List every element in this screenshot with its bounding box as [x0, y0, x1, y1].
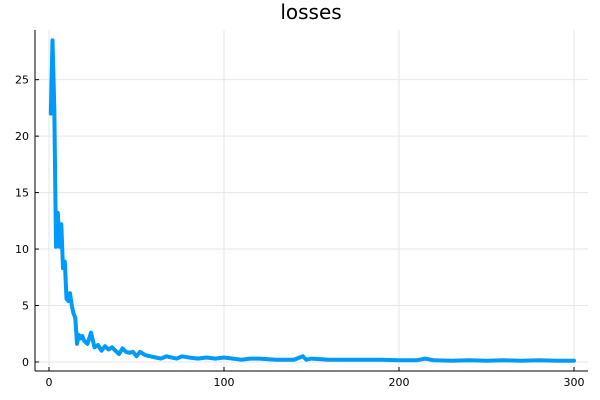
- axes: 0 100 200 300 0 5 10 15 20 25: [15, 30, 588, 389]
- y-tick-label-4: 20: [15, 130, 29, 143]
- chart-title: losses: [280, 0, 341, 24]
- x-tick-label-2: 200: [389, 376, 410, 389]
- y-tick-label-5: 25: [15, 74, 29, 87]
- x-tick-label-3: 300: [564, 376, 585, 389]
- x-tick-label-0: 0: [46, 376, 53, 389]
- grid: [35, 30, 588, 371]
- y-tick-label-1: 5: [22, 300, 29, 313]
- series-line-0: [48, 38, 576, 363]
- series-layer: [48, 38, 576, 363]
- x-tick-label-1: 100: [214, 376, 235, 389]
- y-tick-label-2: 10: [15, 243, 29, 256]
- y-tick-label-0: 0: [22, 356, 29, 369]
- y-tick-label-3: 15: [15, 187, 29, 200]
